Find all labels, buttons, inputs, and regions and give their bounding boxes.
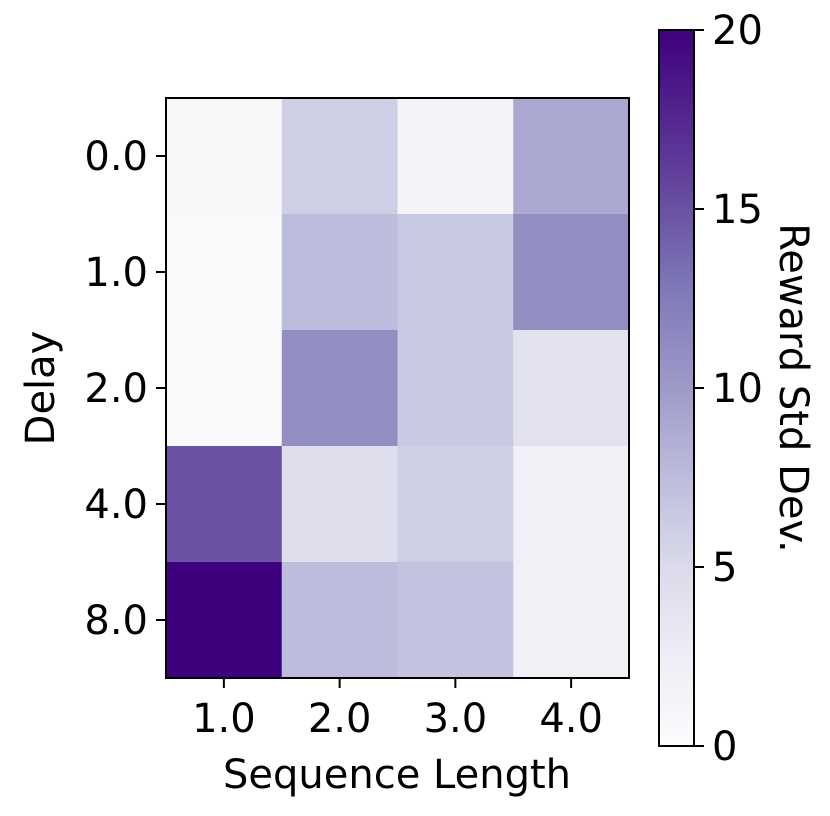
x-tick-label: 2.0 <box>308 696 372 742</box>
heatmap-cell <box>166 446 283 563</box>
heatmap-cell <box>166 330 283 447</box>
y-axis-label: Delay <box>18 331 64 446</box>
y-tick-label: 8.0 <box>84 598 148 644</box>
heatmap-cell <box>513 562 630 679</box>
heatmap-cells <box>166 98 630 679</box>
colorbar-tick-label: 10 <box>712 366 763 412</box>
heatmap-cell <box>166 98 283 215</box>
heatmap-cell <box>281 330 398 447</box>
heatmap-cell <box>513 446 630 563</box>
x-tick-label: 4.0 <box>539 696 603 742</box>
y-tick-label: 2.0 <box>84 366 148 412</box>
x-tick-label: 3.0 <box>424 696 488 742</box>
y-tick-label: 1.0 <box>84 250 148 296</box>
x-axis-ticks: 1.0 2.0 3.0 4.0 <box>192 678 603 742</box>
colorbar-tick-label: 0 <box>712 724 737 770</box>
colorbar-tick-label: 20 <box>712 8 763 54</box>
colorbar-tick-label: 5 <box>712 545 737 591</box>
heatmap-cell <box>281 98 398 215</box>
x-tick-label: 1.0 <box>192 696 256 742</box>
heatmap-cell <box>281 562 398 679</box>
y-tick-label: 0.0 <box>84 134 148 180</box>
heatmap-cell <box>397 446 514 563</box>
heatmap-cell <box>397 98 514 215</box>
heatmap-cell <box>513 214 630 331</box>
heatmap-cell <box>166 214 283 331</box>
heatmap-cell <box>281 446 398 563</box>
heatmap-cell <box>397 214 514 331</box>
heatmap-cell <box>513 330 630 447</box>
colorbar <box>658 29 695 747</box>
colorbar-ticks: 0 5 10 15 20 <box>694 8 763 770</box>
y-tick-label: 4.0 <box>84 482 148 528</box>
colorbar-tick-label: 15 <box>712 187 763 233</box>
x-axis-label: Sequence Length <box>223 752 571 798</box>
heatmap-cell <box>513 98 630 215</box>
heatmap-cell <box>281 214 398 331</box>
heatmap-cell <box>397 562 514 679</box>
heatmap-cell <box>166 562 283 679</box>
colorbar-label: Reward Std Dev. <box>770 223 816 553</box>
heatmap-cell <box>397 330 514 447</box>
y-axis-ticks: 0.0 1.0 2.0 4.0 8.0 <box>84 134 166 644</box>
